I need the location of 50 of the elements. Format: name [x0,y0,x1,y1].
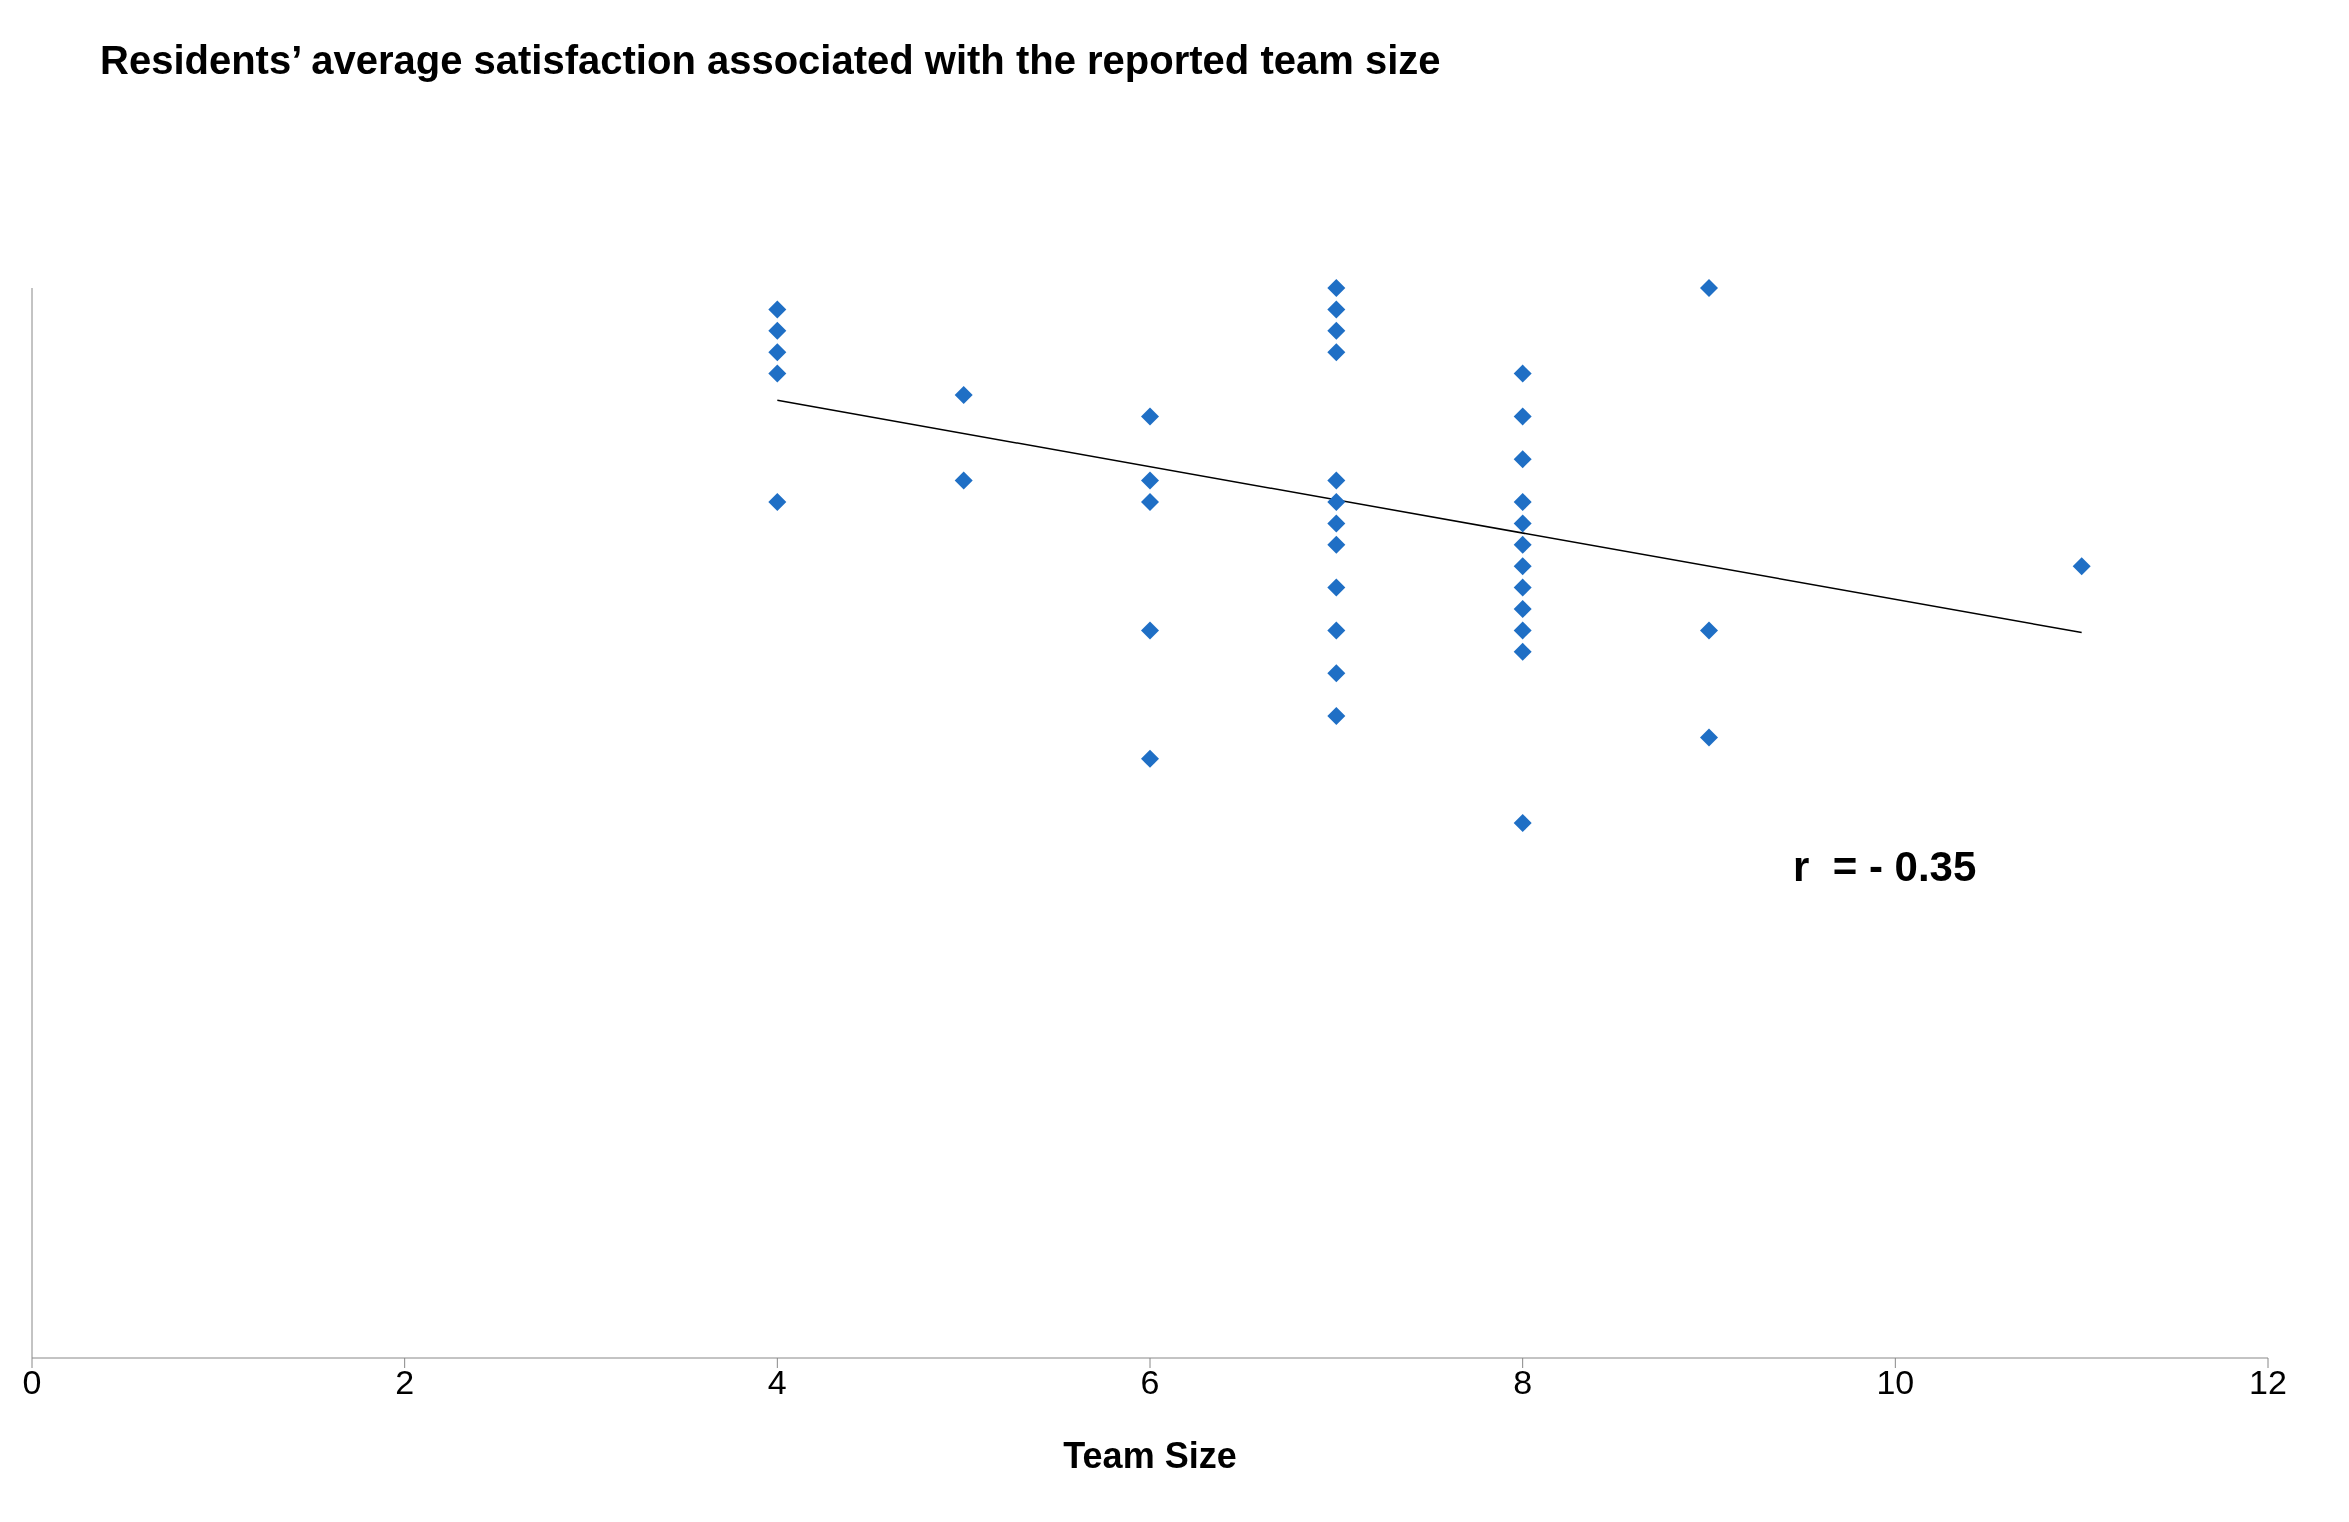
point [1513,535,1532,554]
point [1513,450,1532,469]
point [1513,493,1532,511]
point [1700,621,1718,640]
point [768,493,787,511]
point [1513,407,1532,426]
chart-title: Residents’ average satisfaction associated with the reported team size [100,38,1441,83]
point [1513,514,1532,533]
point [1700,279,1718,297]
x-tick-label: 4 [767,1363,787,1402]
point [1513,557,1532,576]
x-tick-label: 0 [22,1363,42,1402]
point [1700,728,1718,747]
point [1327,514,1346,533]
point [768,364,787,383]
point [1141,621,1159,640]
point [1327,471,1346,490]
point [1141,471,1159,490]
point [954,471,973,490]
point [1327,493,1346,511]
point [1141,493,1159,511]
point [1327,300,1346,319]
point [1327,343,1346,362]
x-tick-label: 6 [1140,1363,1160,1402]
point [1513,600,1532,618]
point [768,343,787,362]
annotation: r = - 0.35 [1793,843,1977,891]
point [1513,814,1532,832]
point [1327,535,1346,554]
x-tick-label: 10 [1876,1363,1915,1402]
point [2072,557,2091,576]
point [1327,621,1346,640]
point [1327,707,1346,725]
point [954,386,973,404]
x-tick-label: 2 [395,1363,415,1402]
point [1327,578,1346,597]
point [1327,321,1346,340]
x-tick-label: 8 [1513,1363,1533,1402]
point [768,300,787,319]
point [1141,749,1159,768]
point [1513,621,1532,640]
point [1513,642,1532,661]
point [1141,407,1159,426]
point [1513,578,1532,597]
point [768,321,787,340]
x-axis-title: Team Size [1063,1435,1237,1476]
point [1513,364,1532,383]
point [1327,279,1346,297]
point [1327,664,1346,683]
x-tick-label: 12 [2249,1363,2287,1402]
